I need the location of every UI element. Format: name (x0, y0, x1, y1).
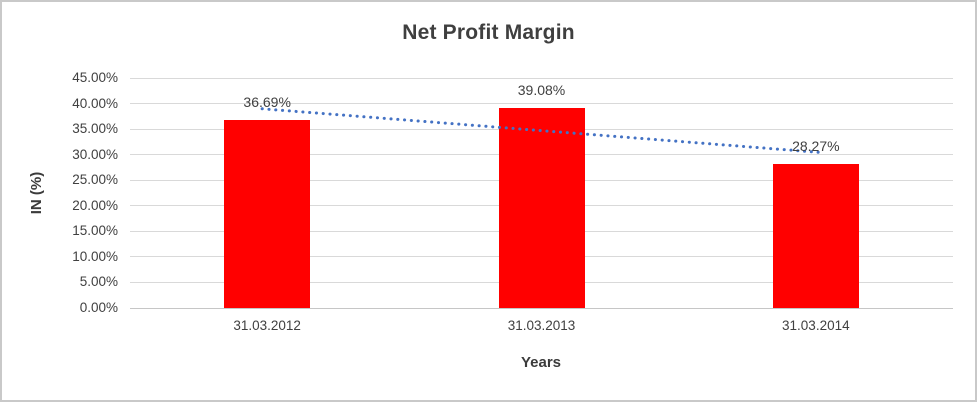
x-tick-label: 31.03.2013 (507, 318, 576, 333)
data-label: 36.69% (243, 94, 291, 111)
bar-31.03.2013 (498, 108, 585, 308)
x-tick-label: 31.03.2014 (782, 318, 850, 333)
gridline (130, 77, 953, 79)
x-axis-line (130, 307, 953, 309)
x-axis-title: Years (520, 354, 562, 371)
y-tick-label: 5.00% (79, 274, 118, 290)
x-tick-label: 31.03.2012 (233, 318, 301, 333)
y-tick-label: 35.00% (72, 121, 118, 137)
y-tick-label: 0.00% (79, 300, 118, 315)
y-tick-label: 45.00% (72, 70, 118, 85)
y-tick-label: 25.00% (72, 172, 118, 188)
y-tick-label: 20.00% (72, 197, 118, 213)
y-tick-label: 40.00% (72, 95, 118, 111)
y-tick-label: 30.00% (72, 146, 118, 162)
bar-31.03.2014 (772, 163, 859, 308)
y-tick-label: 15.00% (72, 223, 118, 239)
y-tick-label: 10.00% (72, 248, 118, 264)
data-label: 39.08% (517, 82, 566, 99)
bar-31.03.2012 (224, 120, 311, 308)
chart-title: Net Profit Margin (402, 21, 575, 44)
data-label: 28.27% (792, 137, 840, 154)
gridline (130, 103, 953, 105)
